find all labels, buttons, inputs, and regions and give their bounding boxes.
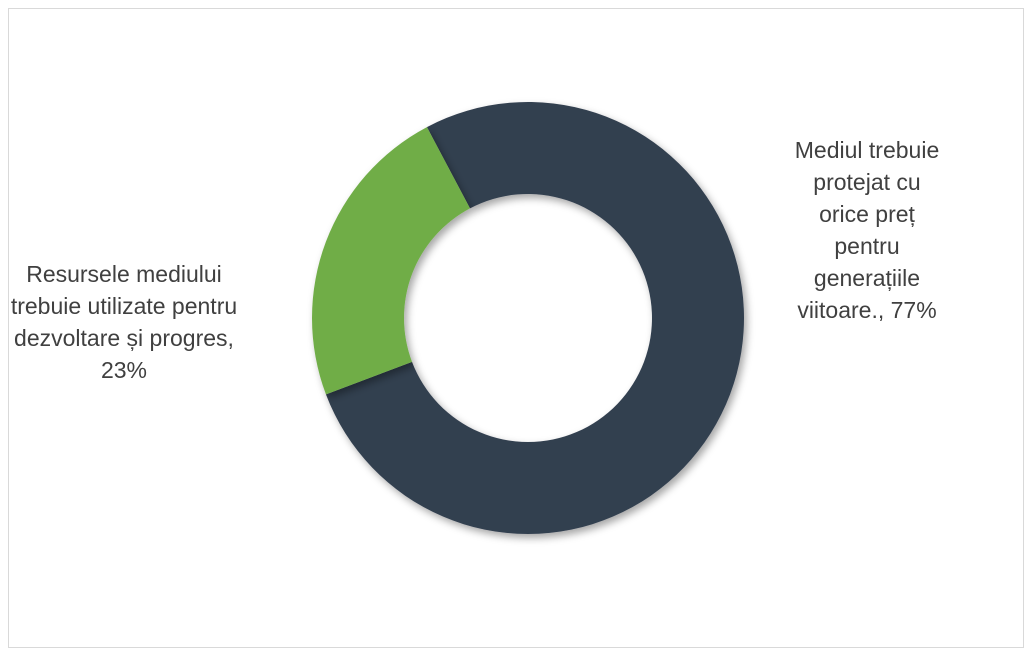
donut-slice-environment (325, 101, 745, 534)
donut-slice-resources (312, 127, 470, 395)
data-label-environment: Mediul trebuie protejat cu orice preț pe… (794, 137, 940, 323)
donut-chart (312, 101, 745, 534)
data-label-resources: Resursele mediului trebuie utilizate pen… (10, 261, 238, 383)
